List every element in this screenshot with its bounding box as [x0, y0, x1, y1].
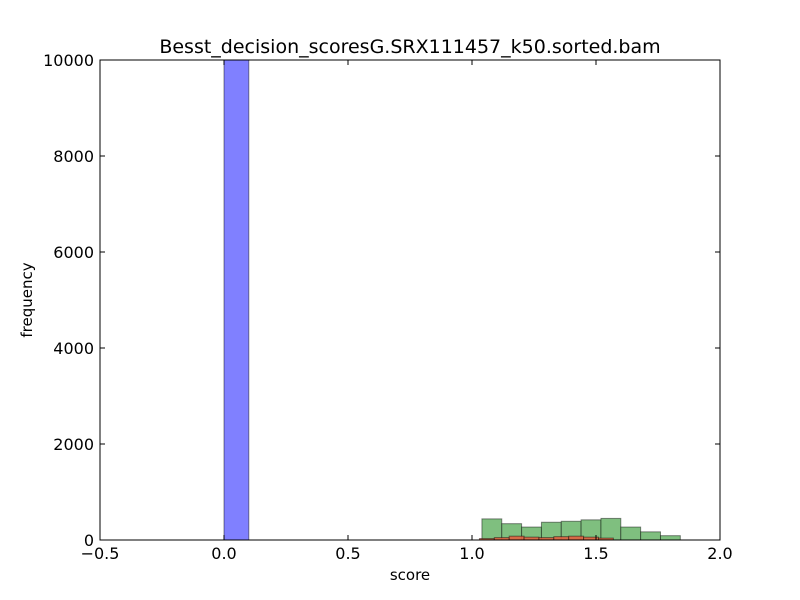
y-tick-label: 10000 — [43, 51, 94, 70]
bars-group — [223, 59, 681, 541]
histogram-bar-series2-bin6 — [568, 535, 585, 541]
x-tick-label: 1.5 — [583, 544, 608, 563]
y-tick-label: 2000 — [53, 435, 94, 454]
y-axis-label: frequency — [18, 262, 36, 337]
x-tick-label: 2.0 — [707, 544, 732, 563]
chart-title: Besst_decision_scoresG.SRX111457_k50.sor… — [159, 36, 660, 58]
x-axis: −0.5 0.0 0.5 1.0 1.5 2.0 — [81, 60, 733, 563]
histogram-bar-series1-bin6 — [600, 517, 622, 541]
plot-frame — [99, 59, 721, 541]
x-tick-label: 1.0 — [459, 544, 484, 563]
x-tick-label: 0.0 — [211, 544, 236, 563]
histogram-bar-series2-bin2 — [508, 535, 525, 541]
y-tick-label: 0 — [84, 531, 94, 550]
x-tick-label: 0.5 — [335, 544, 360, 563]
y-tick-label: 4000 — [53, 339, 94, 358]
x-axis-label: score — [390, 566, 430, 584]
histogram-bar-series1-bin0 — [481, 518, 503, 541]
y-axis: 0 2000 4000 6000 8000 10000 — [43, 51, 720, 550]
y-tick-label: 8000 — [53, 147, 94, 166]
x-tick-label: −0.5 — [81, 544, 120, 563]
histogram-bar-series1-bin8 — [640, 531, 661, 541]
histogram-bar-series2-bin5 — [553, 536, 570, 541]
histogram-bar-series1-bin9 — [659, 535, 681, 541]
histogram-bar-series1-bin7 — [620, 526, 642, 541]
histogram-bar-series0-bin0 — [223, 59, 250, 541]
y-tick-label: 6000 — [53, 243, 94, 262]
